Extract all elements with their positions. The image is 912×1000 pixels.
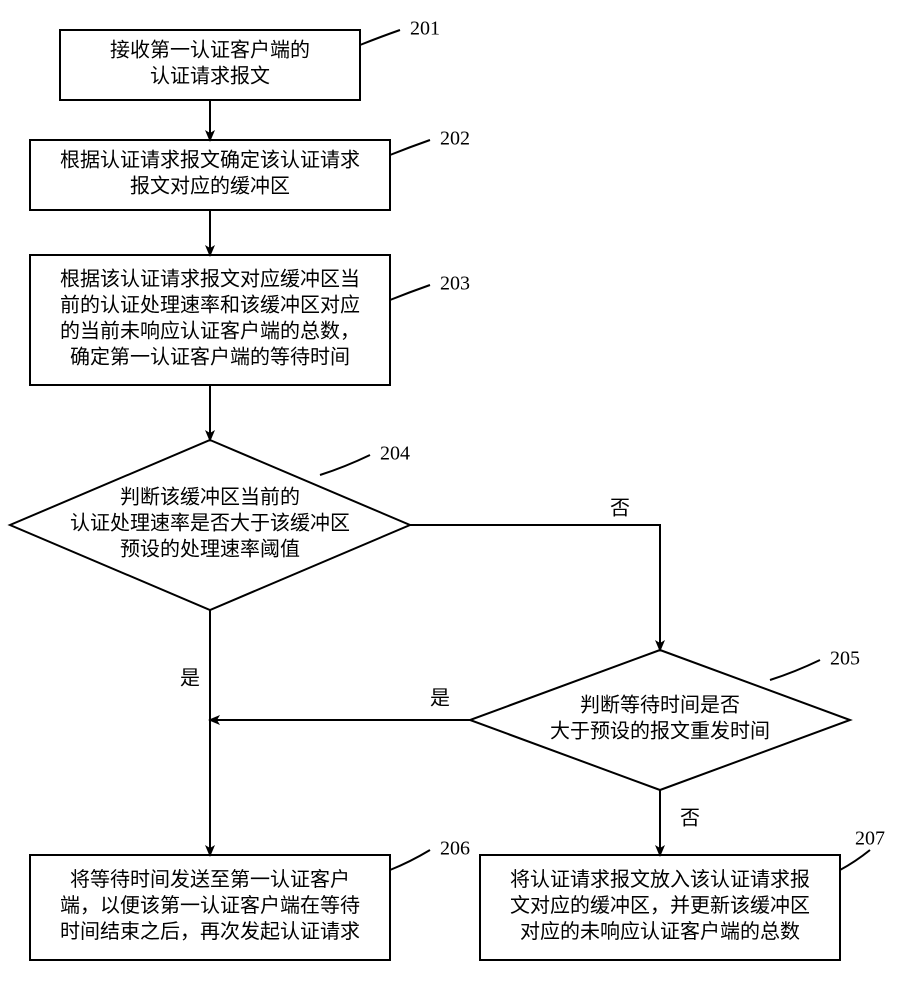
flowchart-diagram: 是否是否 接收第一认证客户端的认证请求报文根据认证请求报文确定该认证请求报文对应… [0,0,912,1000]
svg-text:前的认证处理速率和该缓冲区对应: 前的认证处理速率和该缓冲区对应 [60,294,360,317]
leader-n203: 203 [390,273,470,300]
svg-text:207: 207 [855,828,885,850]
leader-n205: 205 [770,648,860,680]
svg-text:确定第一认证客户端的等待时间: 确定第一认证客户端的等待时间 [70,346,350,369]
node-n206: 将等待时间发送至第一认证客户端，以便该第一认证客户端在等待时间结束之后，再次发起… [30,855,390,960]
leader-n204: 204 [320,443,410,475]
svg-text:预设的处理速率阈值: 预设的处理速率阈值 [120,538,300,561]
node-n202: 根据认证请求报文确定该认证请求报文对应的缓冲区 [30,140,390,210]
edge-6: 否 [660,790,700,855]
node-n207: 将认证请求报文放入该认证请求报文对应的缓冲区，并更新该缓冲区对应的未响应认证客户… [480,855,840,960]
svg-text:205: 205 [830,648,860,670]
leader-n201: 201 [360,18,440,45]
svg-text:204: 204 [380,443,410,465]
leader-n207: 207 [840,828,885,870]
node-n204: 判断该缓冲区当前的认证处理速率是否大于该缓冲区预设的处理速率阈值 [10,440,410,610]
svg-text:文对应的缓冲区，并更新该缓冲区: 文对应的缓冲区，并更新该缓冲区 [510,894,810,917]
svg-text:对应的未响应认证客户端的总数: 对应的未响应认证客户端的总数 [520,920,800,943]
svg-text:判断等待时间是否: 判断等待时间是否 [580,694,740,717]
svg-text:将等待时间发送至第一认证客户: 将等待时间发送至第一认证客户 [70,868,350,891]
svg-text:报文对应的缓冲区: 报文对应的缓冲区 [130,175,290,198]
svg-text:否: 否 [680,808,700,830]
svg-text:是: 是 [430,688,450,710]
svg-text:206: 206 [440,838,470,860]
svg-text:202: 202 [440,128,470,150]
svg-text:认证请求报文: 认证请求报文 [150,65,270,88]
svg-text:大于预设的报文重发时间: 大于预设的报文重发时间 [550,720,770,743]
edge-4: 否 [410,498,660,650]
svg-text:否: 否 [610,498,630,520]
edge-5: 是 [210,688,470,720]
svg-text:根据该认证请求报文对应缓冲区当: 根据该认证请求报文对应缓冲区当 [60,268,360,291]
svg-text:根据认证请求报文确定该认证请求: 根据认证请求报文确定该认证请求 [60,149,360,172]
node-n203: 根据该认证请求报文对应缓冲区当前的认证处理速率和该缓冲区对应的当前未响应认证客户… [30,255,390,385]
svg-text:接收第一认证客户端的: 接收第一认证客户端的 [110,39,310,62]
svg-text:是: 是 [180,668,200,690]
svg-text:的当前未响应认证客户端的总数，: 的当前未响应认证客户端的总数， [60,320,360,343]
svg-text:端，以便该第一认证客户端在等待: 端，以便该第一认证客户端在等待 [60,894,360,917]
node-n201: 接收第一认证客户端的认证请求报文 [60,30,360,100]
svg-text:将认证请求报文放入该认证请求报: 将认证请求报文放入该认证请求报 [510,868,810,891]
svg-text:201: 201 [410,18,440,40]
svg-text:认证处理速率是否大于该缓冲区: 认证处理速率是否大于该缓冲区 [70,512,350,535]
svg-text:203: 203 [440,273,470,295]
svg-text:时间结束之后，再次发起认证请求: 时间结束之后，再次发起认证请求 [60,920,360,943]
edge-3: 是 [180,610,210,855]
svg-text:判断该缓冲区当前的: 判断该缓冲区当前的 [120,486,300,509]
leader-n202: 202 [390,128,470,155]
leader-n206: 206 [390,838,470,870]
